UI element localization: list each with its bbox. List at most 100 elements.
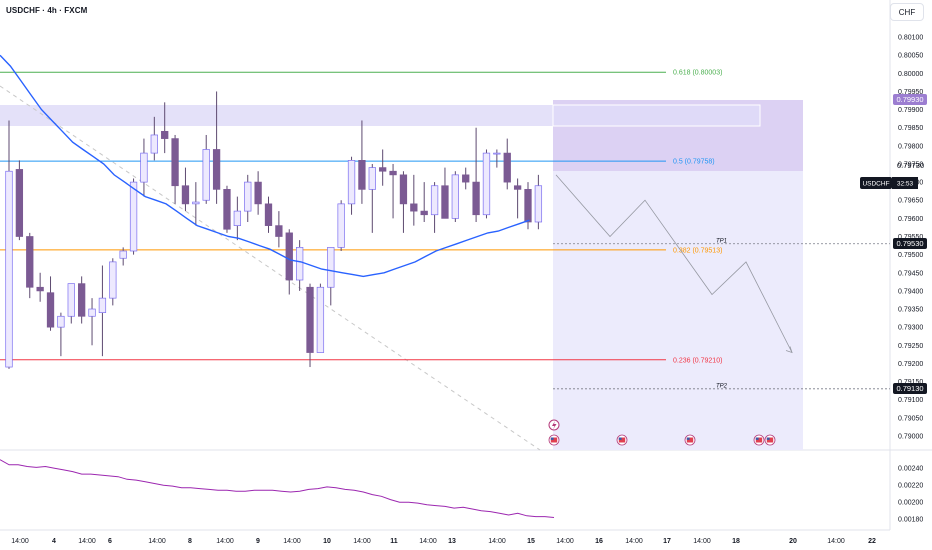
candle-bull[interactable] bbox=[57, 315, 65, 328]
candle-bear[interactable] bbox=[379, 167, 387, 172]
candle-bear[interactable] bbox=[472, 181, 480, 216]
us-flag-icon-stripes[interactable] bbox=[686, 437, 694, 443]
trendline-dashed[interactable] bbox=[0, 85, 541, 451]
candle-bull[interactable] bbox=[295, 247, 304, 281]
resistance-box-outline bbox=[552, 104, 761, 127]
indicator-axis-label: 0.00180 bbox=[898, 517, 923, 524]
candle-bear[interactable] bbox=[358, 160, 366, 190]
time-axis-label: 14:00 bbox=[556, 538, 574, 545]
candle-bull[interactable] bbox=[109, 261, 117, 299]
candle-bear[interactable] bbox=[275, 225, 283, 237]
us-flag-icon[interactable] bbox=[684, 434, 696, 446]
us-flag-icon[interactable] bbox=[764, 434, 776, 446]
us-flag-icon-stripes[interactable] bbox=[618, 437, 626, 443]
candle-bull[interactable] bbox=[347, 160, 356, 205]
candles-group[interactable] bbox=[5, 91, 543, 369]
candle-bear[interactable] bbox=[524, 189, 532, 223]
us-flag-icon[interactable] bbox=[548, 434, 560, 446]
candle-bull[interactable] bbox=[202, 149, 210, 201]
candle-bull[interactable] bbox=[482, 152, 491, 216]
candle-bull[interactable] bbox=[493, 152, 501, 155]
indicator-axis[interactable]: 0.00240 0.00220 0.00200 0.00180 bbox=[898, 466, 923, 524]
candle-bear[interactable] bbox=[420, 210, 428, 216]
us-flag-icon[interactable] bbox=[616, 434, 628, 446]
indicator-axis-label: 0.00240 bbox=[898, 466, 923, 473]
candle-bear[interactable] bbox=[26, 236, 34, 288]
candle-bear[interactable] bbox=[78, 283, 86, 317]
candle-bull[interactable] bbox=[119, 250, 127, 259]
candle-bear[interactable] bbox=[254, 181, 262, 205]
fib-label-0382: 0.382 (0.79513) bbox=[673, 247, 722, 254]
candle-bull[interactable] bbox=[327, 247, 335, 288]
indicator-line[interactable] bbox=[0, 459, 555, 518]
candle-bull[interactable] bbox=[316, 286, 325, 353]
tp1-label: TP1 bbox=[716, 238, 727, 244]
candle-bear[interactable] bbox=[171, 138, 179, 187]
candle-bear[interactable] bbox=[462, 174, 470, 183]
price-tag-stop: 0.79930 bbox=[893, 94, 927, 105]
candle-bear[interactable] bbox=[15, 169, 24, 237]
us-flag-icon-canton[interactable] bbox=[766, 437, 770, 440]
candle-bull[interactable] bbox=[430, 185, 439, 216]
candle-bull[interactable] bbox=[244, 181, 252, 212]
price-axis-label: 0.80000 bbox=[898, 71, 923, 78]
indicator-axis-label: 0.00200 bbox=[898, 500, 923, 507]
candle-bull[interactable] bbox=[233, 210, 242, 226]
candle-bear[interactable] bbox=[513, 185, 522, 190]
resistance-box[interactable] bbox=[0, 105, 760, 126]
price-axis-label: 0.79000 bbox=[898, 433, 923, 440]
price-tag-entry: 0.79730 bbox=[897, 161, 924, 170]
time-axis-label: 14:00 bbox=[283, 538, 301, 545]
candle-bear[interactable] bbox=[389, 170, 397, 176]
us-flag-icon-stripes[interactable] bbox=[550, 437, 558, 443]
candle-bear[interactable] bbox=[441, 185, 449, 219]
target-zone[interactable] bbox=[553, 171, 803, 450]
time-axis[interactable]: 14:00 4 14:00 6 14:00 8 14:00 9 14:00 10 14:00 11 14… bbox=[11, 538, 876, 545]
candle-bear[interactable] bbox=[285, 232, 293, 281]
candle-bull[interactable] bbox=[88, 308, 96, 317]
countdown-text: 32:53 bbox=[897, 181, 914, 188]
us-flag-icon-stripes[interactable] bbox=[766, 437, 774, 443]
time-axis-label: 14:00 bbox=[78, 538, 96, 545]
candle-bear[interactable] bbox=[264, 203, 273, 226]
candle-bear[interactable] bbox=[46, 292, 55, 328]
candle-bear[interactable] bbox=[306, 286, 314, 353]
price-axis-label: 0.80100 bbox=[898, 35, 923, 42]
candle-bear[interactable] bbox=[181, 185, 190, 205]
us-flag-icon-stripes[interactable] bbox=[755, 437, 763, 443]
candle-bull[interactable] bbox=[5, 170, 13, 368]
candle-bull[interactable] bbox=[451, 174, 459, 219]
us-flag-icon-canton[interactable] bbox=[618, 437, 622, 440]
candle-bear[interactable] bbox=[36, 286, 44, 292]
candle-bear[interactable] bbox=[161, 130, 169, 139]
us-flag-icon-canton[interactable] bbox=[755, 437, 759, 440]
candle-bear[interactable] bbox=[223, 189, 231, 230]
candle-bull[interactable] bbox=[337, 203, 345, 248]
indicator-axis-label: 0.00220 bbox=[898, 483, 923, 490]
candle-bear[interactable] bbox=[410, 203, 418, 212]
candle-bear[interactable] bbox=[503, 152, 511, 183]
candle-bull[interactable] bbox=[67, 283, 75, 317]
us-flag-icon-canton[interactable] bbox=[686, 437, 690, 440]
candle-bull[interactable] bbox=[192, 201, 200, 205]
candle-bull[interactable] bbox=[98, 297, 107, 313]
us-flag-icon-canton[interactable] bbox=[550, 437, 554, 440]
candle-bull[interactable] bbox=[140, 152, 148, 183]
time-axis-label: 15 bbox=[527, 538, 535, 545]
candle-bull[interactable] bbox=[368, 167, 376, 190]
projection-path[interactable] bbox=[555, 174, 793, 353]
us-flag-icon[interactable] bbox=[753, 434, 765, 446]
time-axis-label: 22 bbox=[868, 538, 876, 545]
lightning-event-icon[interactable] bbox=[548, 419, 560, 431]
candle-bear[interactable] bbox=[399, 174, 408, 205]
candle-bull[interactable] bbox=[150, 134, 158, 154]
price-axis-label: 0.79850 bbox=[898, 125, 923, 132]
symbol-title[interactable]: USDCHF · 4h · FXCM bbox=[6, 6, 88, 15]
candle-bull[interactable] bbox=[129, 181, 138, 252]
candle-bull[interactable] bbox=[534, 185, 543, 223]
time-axis-label: 14:00 bbox=[11, 538, 29, 545]
currency-button[interactable]: CHF bbox=[890, 3, 924, 21]
ema-line[interactable] bbox=[0, 54, 530, 278]
candle-bear[interactable] bbox=[212, 149, 221, 190]
